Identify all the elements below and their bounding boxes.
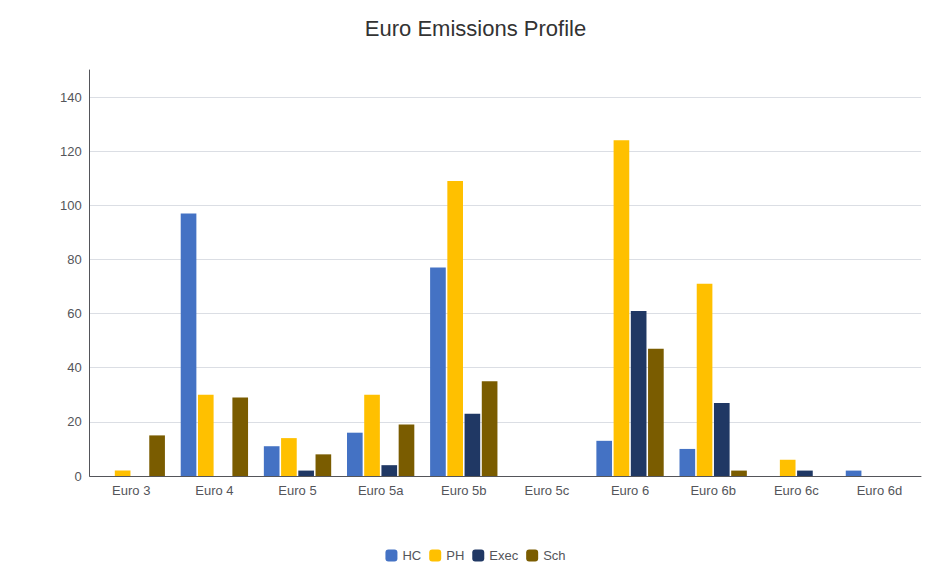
svg-text:140: 140 bbox=[60, 90, 82, 105]
svg-text:0: 0 bbox=[74, 469, 81, 484]
svg-text:Euro 6d: Euro 6d bbox=[857, 483, 903, 498]
svg-text:Euro Emissions Profile: Euro Emissions Profile bbox=[365, 16, 586, 41]
svg-text:100: 100 bbox=[60, 198, 82, 213]
svg-text:Euro 5c: Euro 5c bbox=[525, 483, 570, 498]
svg-text:Euro 6b: Euro 6b bbox=[690, 483, 736, 498]
svg-text:80: 80 bbox=[67, 252, 81, 267]
svg-text:Euro 5a: Euro 5a bbox=[358, 483, 404, 498]
svg-text:PH: PH bbox=[446, 548, 464, 563]
svg-text:Euro 6c: Euro 6c bbox=[774, 483, 819, 498]
svg-text:20: 20 bbox=[67, 414, 81, 429]
svg-text:120: 120 bbox=[60, 144, 82, 159]
svg-text:HC: HC bbox=[402, 548, 421, 563]
svg-text:Exec: Exec bbox=[489, 548, 518, 563]
svg-text:Euro 4: Euro 4 bbox=[195, 483, 233, 498]
svg-text:Euro 5b: Euro 5b bbox=[441, 483, 487, 498]
svg-text:Euro 6: Euro 6 bbox=[611, 483, 649, 498]
svg-text:60: 60 bbox=[67, 306, 81, 321]
svg-text:Euro 3: Euro 3 bbox=[112, 483, 150, 498]
svg-text:Sch: Sch bbox=[543, 548, 565, 563]
svg-text:Euro 5: Euro 5 bbox=[278, 483, 316, 498]
svg-text:40: 40 bbox=[67, 360, 81, 375]
